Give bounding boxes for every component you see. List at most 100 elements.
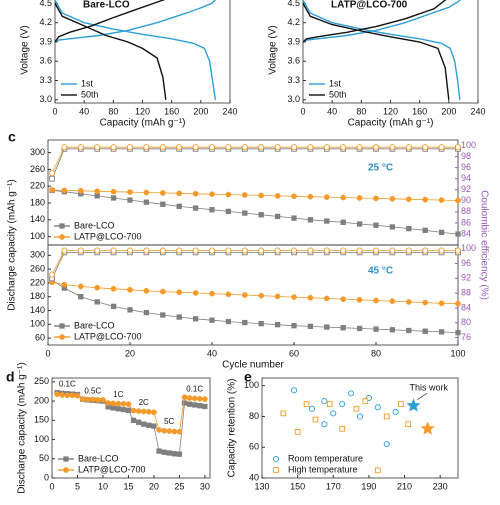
y2-tick-label: 96 [461, 258, 471, 268]
data-point [49, 187, 55, 193]
data-point [192, 190, 199, 197]
data-point [225, 291, 232, 298]
data-point [340, 247, 347, 254]
y-axis-label: Voltage (V) [268, 25, 279, 74]
data-point [159, 247, 166, 254]
data-point [69, 392, 76, 399]
data-point [77, 144, 84, 151]
data-point [405, 196, 412, 203]
x-axis-label: Capacity (mAh g⁻¹) [348, 118, 434, 129]
rate-label: 0.5C [84, 386, 101, 395]
data-point [455, 231, 461, 237]
y-tick-label: 260 [30, 164, 45, 174]
y-tick-label: 100 [34, 434, 49, 444]
data-point [326, 401, 333, 408]
x-tick-label: 130 [254, 481, 269, 491]
annotation: Bare-LCO [83, 0, 130, 11]
y-tick-label: 3.9 [287, 36, 300, 46]
data-point [115, 406, 121, 412]
y2-tick-label: 100 [461, 140, 476, 150]
legend-label: 50th [81, 89, 99, 99]
series-line [52, 190, 459, 235]
annotation: This work [409, 382, 448, 392]
data-point [209, 290, 215, 297]
data-point [398, 401, 404, 408]
data-point [143, 309, 150, 316]
y-tick-label: 250 [34, 376, 49, 386]
data-point [340, 296, 347, 302]
data-point [258, 192, 265, 199]
data-point [115, 400, 122, 407]
x-tick-label: 40 [327, 106, 337, 116]
data-point [94, 247, 101, 254]
data-point [192, 247, 199, 254]
data-point [241, 144, 248, 151]
data-point [49, 175, 55, 182]
data-point [339, 425, 346, 432]
x-tick-label: 240 [222, 106, 237, 116]
data-point [146, 422, 152, 428]
x-tick-label: 230 [433, 481, 448, 491]
series-line [54, 0, 217, 100]
data-point [127, 286, 133, 293]
data-point [110, 400, 117, 407]
data-point [291, 193, 297, 200]
data-point [202, 403, 208, 410]
data-point [372, 144, 380, 151]
data-point [160, 312, 166, 318]
data-point [130, 407, 137, 414]
x-tick-label: 0 [300, 106, 305, 116]
data-point [290, 247, 298, 254]
y-tick-label: 3.0 [39, 94, 52, 104]
x-tick-label: 20 [149, 481, 159, 491]
x-tick-label: 30 [200, 481, 210, 491]
data-point [389, 247, 396, 254]
data-point [89, 396, 96, 403]
data-point [176, 428, 183, 435]
data-point [454, 247, 462, 254]
data-point [438, 329, 445, 335]
data-point [339, 401, 346, 408]
data-point [143, 199, 150, 205]
data-point [140, 408, 147, 415]
data-point [340, 219, 346, 225]
plot-frame [47, 244, 459, 346]
y-tick-label: 4.5 [287, 0, 300, 8]
data-point [209, 207, 215, 213]
data-point [209, 191, 215, 198]
x-tick-label: 170 [326, 481, 341, 491]
x-tick-label: 0 [52, 106, 57, 116]
data-point [181, 394, 188, 401]
data-point [143, 247, 150, 254]
data-point [126, 247, 134, 254]
data-point [110, 144, 117, 151]
y-tick-label: 40 [249, 472, 259, 482]
y2-tick-label: 100 [461, 243, 476, 253]
y-tick-label: 180 [30, 291, 45, 301]
data-point [242, 210, 248, 216]
x-tick-label: 40 [79, 106, 89, 116]
data-point [156, 427, 162, 433]
data-point [291, 215, 297, 221]
data-point [186, 395, 193, 401]
data-point [291, 387, 298, 394]
data-point [143, 144, 150, 151]
y-axis-label: Capacity retention (%) [227, 379, 238, 478]
data-point [454, 144, 462, 151]
y-tick-label: 260 [30, 264, 45, 274]
data-point [389, 195, 396, 202]
data-point [422, 227, 428, 233]
data-point [258, 292, 265, 299]
x-tick-label: 160 [164, 106, 179, 116]
y2-tick-label: 84 [461, 302, 471, 312]
x-tick-label: 0 [45, 348, 50, 358]
legend-label: Bare-LCO [78, 453, 119, 463]
data-point [438, 144, 445, 151]
data-point [321, 421, 328, 428]
data-point [438, 229, 445, 236]
y2-tick-label: 98 [461, 151, 471, 161]
data-point [192, 290, 199, 296]
data-point [242, 319, 248, 326]
data-point [294, 428, 301, 435]
y-tick-label: 4.2 [287, 17, 300, 27]
